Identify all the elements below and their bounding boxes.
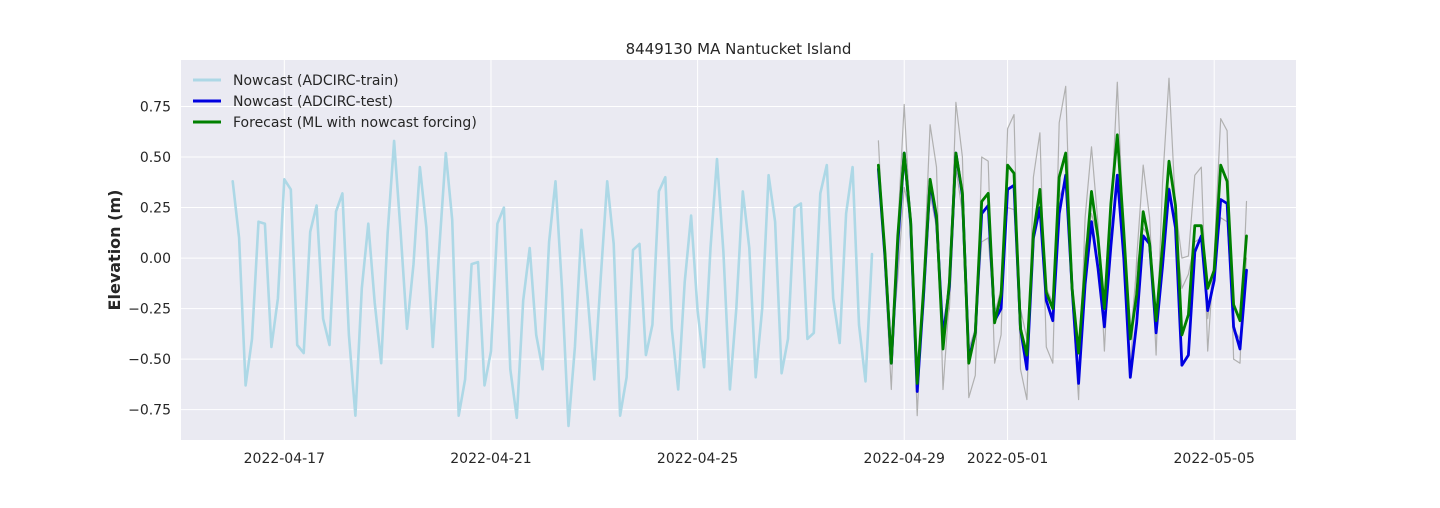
x-tick-label: 2022-04-29 (864, 451, 945, 467)
x-tick-label: 2022-05-05 (1174, 451, 1255, 467)
series-line-4 (877, 133, 1248, 385)
legend-label: Nowcast (ADCIRC-test) (233, 94, 393, 110)
y-tick-label: 0.00 (140, 251, 171, 267)
x-tick-label: 2022-04-17 (244, 451, 325, 467)
legend: Nowcast (ADCIRC-train) Nowcast (ADCIRC-te… (193, 73, 477, 131)
legend-label: Nowcast (ADCIRC-train) (233, 73, 399, 89)
x-tick-label: 2022-04-21 (450, 451, 531, 467)
y-axis-label: Elevation (m) (105, 190, 124, 311)
y-tick-label: −0.50 (128, 352, 171, 368)
chart-title: 8449130 MA Nantucket Island (626, 40, 852, 58)
x-tick-label: 2022-05-01 (967, 451, 1048, 467)
series-line-0 (231, 139, 874, 428)
y-tick-label: 0.50 (140, 150, 171, 166)
tick-layer: 2022-04-17 2022-04-21 2022-04-25 2022-04-29… (128, 99, 1255, 467)
y-tick-label: −0.75 (128, 403, 171, 419)
legend-label: Forecast (ML with nowcast forcing) (233, 115, 477, 131)
series-layer (231, 77, 1248, 428)
x-tick-label: 2022-04-25 (657, 451, 738, 467)
y-tick-label: 0.25 (140, 201, 171, 217)
y-tick-label: −0.25 (128, 302, 171, 318)
y-tick-label: 0.75 (140, 99, 171, 115)
